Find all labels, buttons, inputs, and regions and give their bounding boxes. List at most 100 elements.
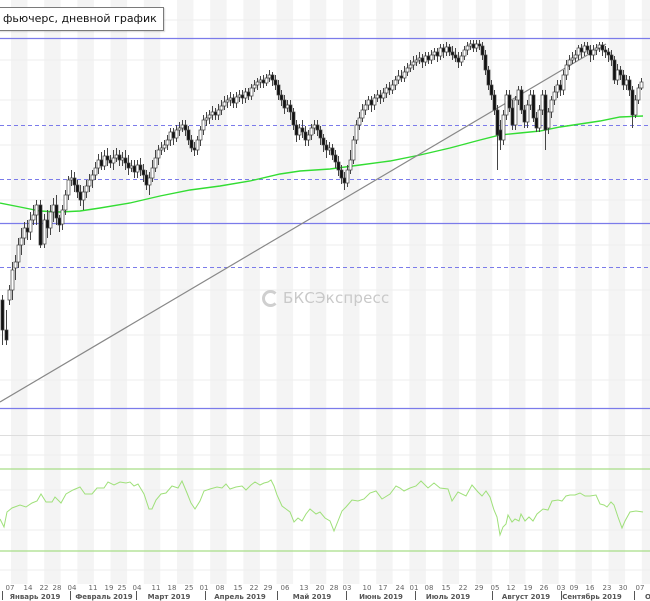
candle-up: [639, 81, 644, 89]
candle-up: [396, 75, 401, 81]
candle-up: [234, 96, 239, 104]
candle-up: [573, 54, 578, 59]
candle-down: [510, 107, 515, 126]
candle-up: [225, 99, 230, 103]
week-stripe: [542, 0, 559, 584]
watermark-text: БКСЭкспресс: [283, 289, 390, 307]
candle-up: [22, 227, 27, 239]
candlesticks: [0, 40, 644, 345]
week-stripe: [641, 0, 650, 584]
candle-up: [63, 194, 68, 211]
candle-down: [480, 45, 485, 56]
candle-down: [291, 111, 296, 126]
candle-down: [213, 111, 218, 116]
month-separator: [277, 591, 278, 600]
candle-up: [465, 45, 470, 51]
candle-up: [576, 47, 581, 56]
candle-up: [198, 129, 203, 141]
candle-up: [552, 91, 557, 101]
candle-up: [210, 111, 215, 116]
candle-down: [75, 184, 80, 193]
x-tick-label: 01: [199, 584, 209, 592]
candle-down: [579, 47, 584, 53]
candle-up: [405, 67, 410, 73]
candle-up: [153, 157, 158, 169]
x-tick-label: 11: [151, 584, 161, 592]
week-stripe: [509, 0, 526, 584]
candle-down: [318, 129, 323, 139]
candle-down: [45, 219, 50, 229]
candle-up: [129, 165, 134, 169]
candle-down: [324, 144, 329, 151]
candle-up: [528, 94, 533, 106]
candle-up: [516, 89, 521, 101]
x-tick-label: 24: [395, 584, 405, 592]
week-stripe: [143, 0, 161, 584]
candle-down: [387, 87, 392, 91]
candle-down: [489, 84, 494, 96]
candle-down: [507, 94, 512, 109]
candle-down: [189, 139, 194, 149]
candle-up: [567, 59, 572, 66]
candle-down: [288, 104, 293, 113]
candle-down: [231, 97, 236, 104]
week-stripe: [44, 0, 61, 584]
candle-down: [294, 124, 299, 136]
candle-down: [585, 45, 590, 51]
candle-down: [486, 69, 491, 86]
candle-up: [87, 179, 92, 187]
candle-up: [312, 124, 317, 129]
x-tick-label: 09: [569, 584, 579, 592]
candle-up: [363, 104, 368, 111]
week-stripe: [575, 0, 592, 584]
candle-up: [201, 119, 206, 131]
candle-up: [28, 219, 33, 233]
watermark: БКСЭкспресс: [262, 289, 389, 307]
candle-up: [366, 99, 371, 106]
candle-up: [345, 169, 350, 184]
candle-up: [468, 43, 473, 47]
candle-down: [342, 177, 347, 184]
candle-up: [243, 91, 248, 99]
x-tick-label: 19: [104, 584, 114, 592]
candle-down: [420, 57, 425, 63]
candle-down: [276, 84, 281, 96]
candle-down: [522, 109, 527, 123]
x-tick-label: 03: [556, 584, 566, 592]
candle-up: [540, 94, 545, 111]
candle-up: [501, 114, 506, 141]
candle-up: [111, 157, 116, 164]
week-stripe: [608, 0, 626, 584]
month-separator: [634, 591, 635, 600]
candle-up: [624, 79, 629, 86]
candle-up: [360, 109, 365, 119]
x-tick-label: 07: [635, 584, 645, 592]
month-separator: [561, 591, 562, 600]
candle-up: [297, 127, 302, 136]
candle-down: [54, 204, 59, 219]
candle-up: [165, 139, 170, 146]
oscillator-panel: [0, 468, 650, 552]
month-label: Март 2019: [147, 593, 191, 601]
week-stripe: [210, 0, 227, 584]
x-tick-label: 11: [88, 584, 98, 592]
candle-down: [492, 94, 497, 111]
candle-down: [126, 162, 131, 169]
x-tick-label: 08: [424, 584, 434, 592]
candle-down: [609, 54, 614, 61]
candle-down: [279, 94, 284, 101]
week-stripe: [110, 0, 128, 584]
candle-down: [456, 57, 461, 63]
week-stripe: [11, 0, 28, 584]
x-tick-label: 01: [409, 584, 419, 592]
candle-up: [459, 55, 464, 63]
candle-up: [462, 49, 467, 57]
candle-down: [99, 159, 104, 167]
x-tick-label: 22: [458, 584, 468, 592]
x-tick-label: 04: [132, 584, 142, 592]
oscillator-line: [0, 479, 644, 537]
month-label: О: [645, 593, 650, 601]
candle-down: [558, 84, 563, 91]
